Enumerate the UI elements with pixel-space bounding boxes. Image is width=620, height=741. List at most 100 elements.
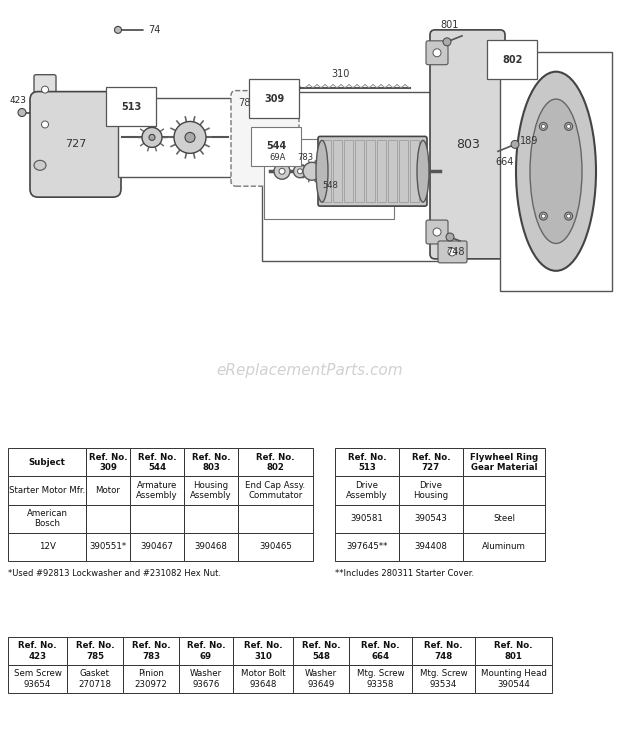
Text: Pinion
230972: Pinion 230972 [135,669,167,688]
Text: 394408: 394408 [415,542,448,551]
FancyBboxPatch shape [318,136,427,206]
Bar [123,665,179,693]
Text: Housing
Assembly: Housing Assembly [190,481,232,500]
Circle shape [433,49,441,57]
Text: 189: 189 [520,136,538,147]
Text: Ref. No.
801: Ref. No. 801 [494,641,533,660]
Text: Drive
Housing: Drive Housing [414,481,448,500]
Bar [335,448,399,476]
Bar [463,448,545,476]
Text: Ref. No.
310: Ref. No. 310 [244,641,282,660]
Text: 390551*: 390551* [89,542,126,551]
Text: 390468: 390468 [195,542,228,551]
Bar [8,533,86,561]
Bar [388,140,397,202]
Bar [349,665,412,693]
Bar [130,505,184,533]
FancyBboxPatch shape [34,75,56,139]
Bar [355,140,364,202]
Bar [184,476,238,505]
Circle shape [443,38,451,46]
Circle shape [541,214,546,218]
Circle shape [185,133,195,142]
Text: Ref. No.
544: Ref. No. 544 [138,453,176,472]
Bar [349,637,412,665]
Bar [335,533,399,561]
Text: Ref. No.
803: Ref. No. 803 [192,453,230,472]
Bar [475,665,552,693]
Text: Motor: Motor [95,486,120,495]
Text: 785: 785 [238,98,257,107]
Text: End Cap Assy.
Commutator: End Cap Assy. Commutator [246,481,306,500]
Bar [238,533,313,561]
Text: 12V: 12V [38,542,55,551]
Text: Mtg. Screw
93534: Mtg. Screw 93534 [420,669,467,688]
Bar [118,98,233,177]
Text: 544: 544 [266,142,286,151]
Text: Steel: Steel [493,514,515,523]
Text: 390581: 390581 [350,514,383,523]
Bar [463,476,545,505]
Circle shape [274,163,290,179]
Text: 310: 310 [331,69,349,79]
Bar [399,448,463,476]
Bar [238,448,313,476]
Bar [67,637,123,665]
Bar [335,505,399,533]
Text: 390467: 390467 [141,542,174,551]
Circle shape [433,228,441,236]
FancyBboxPatch shape [426,220,448,244]
Ellipse shape [516,72,596,271]
Text: Aluminum: Aluminum [482,542,526,551]
Text: 803: 803 [456,138,480,151]
FancyBboxPatch shape [231,90,299,186]
Bar [184,448,238,476]
Bar [293,637,349,665]
Bar [377,140,386,202]
Text: Drive
Assembly: Drive Assembly [346,481,388,500]
Text: Washer
93676: Washer 93676 [190,669,222,688]
Text: Ref. No.
69: Ref. No. 69 [187,641,225,660]
Text: 664: 664 [496,157,514,167]
Text: 390465: 390465 [259,542,292,551]
Circle shape [565,212,573,220]
Bar [238,476,313,505]
Bar [8,637,67,665]
Bar [130,533,184,561]
Bar [238,505,313,533]
Text: Mounting Head
390544: Mounting Head 390544 [480,669,546,688]
Text: 748: 748 [446,247,464,257]
Text: Ref. No.
423: Ref. No. 423 [18,641,57,660]
Text: American
Bosch: American Bosch [27,509,68,528]
Bar [463,533,545,561]
Bar [333,140,342,202]
Bar [344,140,353,202]
Text: 783: 783 [297,153,313,162]
Text: Ref. No.
727: Ref. No. 727 [412,453,450,472]
Ellipse shape [417,140,429,202]
Bar [123,637,179,665]
Bar [399,505,463,533]
Bar [233,665,293,693]
FancyBboxPatch shape [430,30,505,259]
Bar [412,665,475,693]
Bar [366,140,375,202]
Bar [399,533,463,561]
Bar [86,533,130,561]
Bar [500,52,612,290]
Bar [8,448,86,476]
Bar [67,665,123,693]
Text: **Includes 280311 Starter Cover.: **Includes 280311 Starter Cover. [335,568,474,578]
Text: Ref. No.
513: Ref. No. 513 [348,453,386,472]
Circle shape [42,121,48,128]
Text: 397645**: 397645** [347,542,388,551]
Text: 801: 801 [441,20,459,30]
Text: Gasket
270718: Gasket 270718 [79,669,112,688]
FancyBboxPatch shape [438,241,467,263]
Circle shape [18,108,26,116]
Bar [86,448,130,476]
Bar [130,448,184,476]
Text: Ref. No.
748: Ref. No. 748 [424,641,463,660]
Bar [179,665,233,693]
Circle shape [42,86,48,93]
